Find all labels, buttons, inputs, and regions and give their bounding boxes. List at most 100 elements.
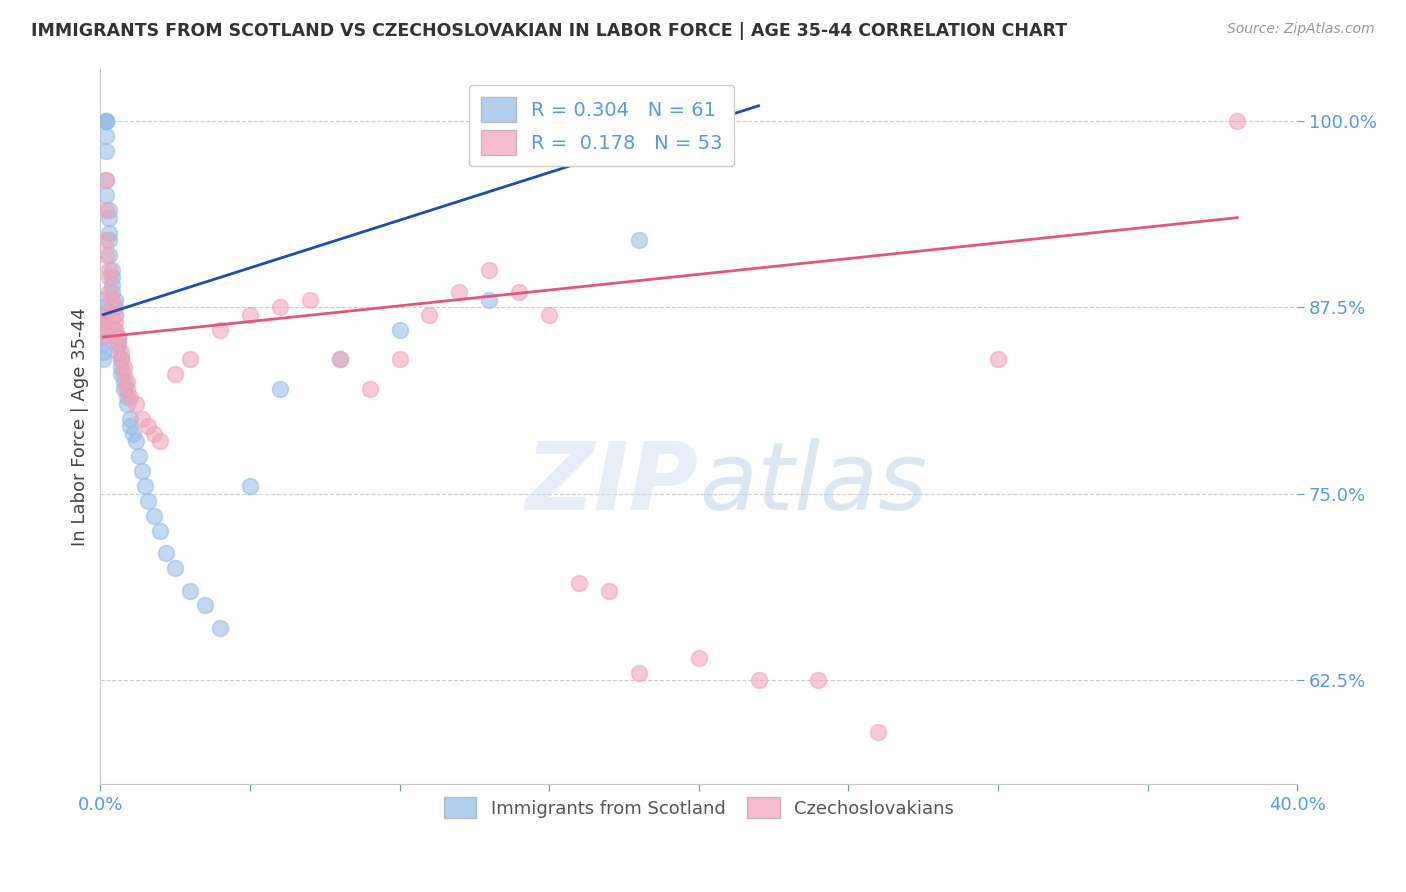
Point — [112, 382, 135, 396]
Point — [239, 479, 262, 493]
Point — [329, 352, 352, 367]
Point — [104, 308, 127, 322]
Point — [478, 263, 501, 277]
Point — [688, 650, 710, 665]
Text: Source: ZipAtlas.com: Source: ZipAtlas.com — [1227, 22, 1375, 37]
Point — [107, 337, 129, 351]
Point — [987, 352, 1010, 367]
Point — [98, 203, 121, 218]
Point — [96, 188, 118, 202]
Point — [120, 412, 142, 426]
Point — [120, 419, 142, 434]
Point — [131, 412, 153, 426]
Point — [269, 300, 291, 314]
Point — [110, 359, 132, 374]
Point — [98, 248, 121, 262]
Point — [329, 352, 352, 367]
Point — [101, 293, 124, 307]
Point — [93, 300, 115, 314]
Point — [110, 345, 132, 359]
Point — [104, 315, 127, 329]
Point — [143, 508, 166, 523]
Point — [239, 308, 262, 322]
Point — [98, 233, 121, 247]
Point — [627, 233, 650, 247]
Point — [101, 270, 124, 285]
Point — [96, 113, 118, 128]
Point — [93, 315, 115, 329]
Point — [104, 300, 127, 314]
Point — [93, 308, 115, 322]
Point — [98, 263, 121, 277]
Point — [125, 397, 148, 411]
Point — [93, 352, 115, 367]
Point — [104, 308, 127, 322]
Point — [104, 322, 127, 336]
Point — [418, 308, 440, 322]
Text: IMMIGRANTS FROM SCOTLAND VS CZECHOSLOVAKIAN IN LABOR FORCE | AGE 35-44 CORRELATI: IMMIGRANTS FROM SCOTLAND VS CZECHOSLOVAK… — [31, 22, 1067, 40]
Legend: Immigrants from Scotland, Czechoslovakians: Immigrants from Scotland, Czechoslovakia… — [436, 790, 962, 825]
Point — [110, 368, 132, 382]
Point — [508, 285, 530, 300]
Point — [98, 226, 121, 240]
Point — [112, 359, 135, 374]
Point — [93, 330, 115, 344]
Point — [96, 173, 118, 187]
Point — [131, 464, 153, 478]
Point — [149, 524, 172, 538]
Point — [143, 426, 166, 441]
Point — [101, 285, 124, 300]
Text: atlas: atlas — [699, 438, 927, 529]
Point — [128, 450, 150, 464]
Point — [98, 285, 121, 300]
Point — [96, 248, 118, 262]
Point — [104, 293, 127, 307]
Point — [96, 203, 118, 218]
Point — [93, 322, 115, 336]
Y-axis label: In Labor Force | Age 35-44: In Labor Force | Age 35-44 — [72, 307, 89, 546]
Point — [155, 546, 177, 560]
Point — [96, 144, 118, 158]
Point — [388, 322, 411, 336]
Point — [98, 211, 121, 225]
Point — [110, 352, 132, 367]
Point — [1226, 113, 1249, 128]
Point — [120, 390, 142, 404]
Point — [117, 382, 139, 396]
Point — [165, 561, 187, 575]
Point — [104, 322, 127, 336]
Point — [93, 308, 115, 322]
Point — [93, 330, 115, 344]
Point — [96, 173, 118, 187]
Point — [388, 352, 411, 367]
Point — [117, 390, 139, 404]
Point — [101, 277, 124, 292]
Point — [93, 322, 115, 336]
Point — [125, 434, 148, 449]
Point — [359, 382, 381, 396]
Point — [538, 308, 561, 322]
Point — [98, 270, 121, 285]
Point — [165, 368, 187, 382]
Point — [627, 665, 650, 680]
Point — [136, 494, 159, 508]
Point — [101, 300, 124, 314]
Point — [107, 345, 129, 359]
Point — [568, 576, 591, 591]
Point — [598, 583, 620, 598]
Point — [149, 434, 172, 449]
Point — [179, 583, 201, 598]
Point — [96, 233, 118, 247]
Point — [748, 673, 770, 687]
Point — [110, 352, 132, 367]
Point — [269, 382, 291, 396]
Point — [449, 285, 471, 300]
Point — [112, 368, 135, 382]
Point — [122, 426, 145, 441]
Point — [93, 337, 115, 351]
Point — [93, 293, 115, 307]
Point — [107, 337, 129, 351]
Point — [179, 352, 201, 367]
Point — [96, 113, 118, 128]
Point — [96, 113, 118, 128]
